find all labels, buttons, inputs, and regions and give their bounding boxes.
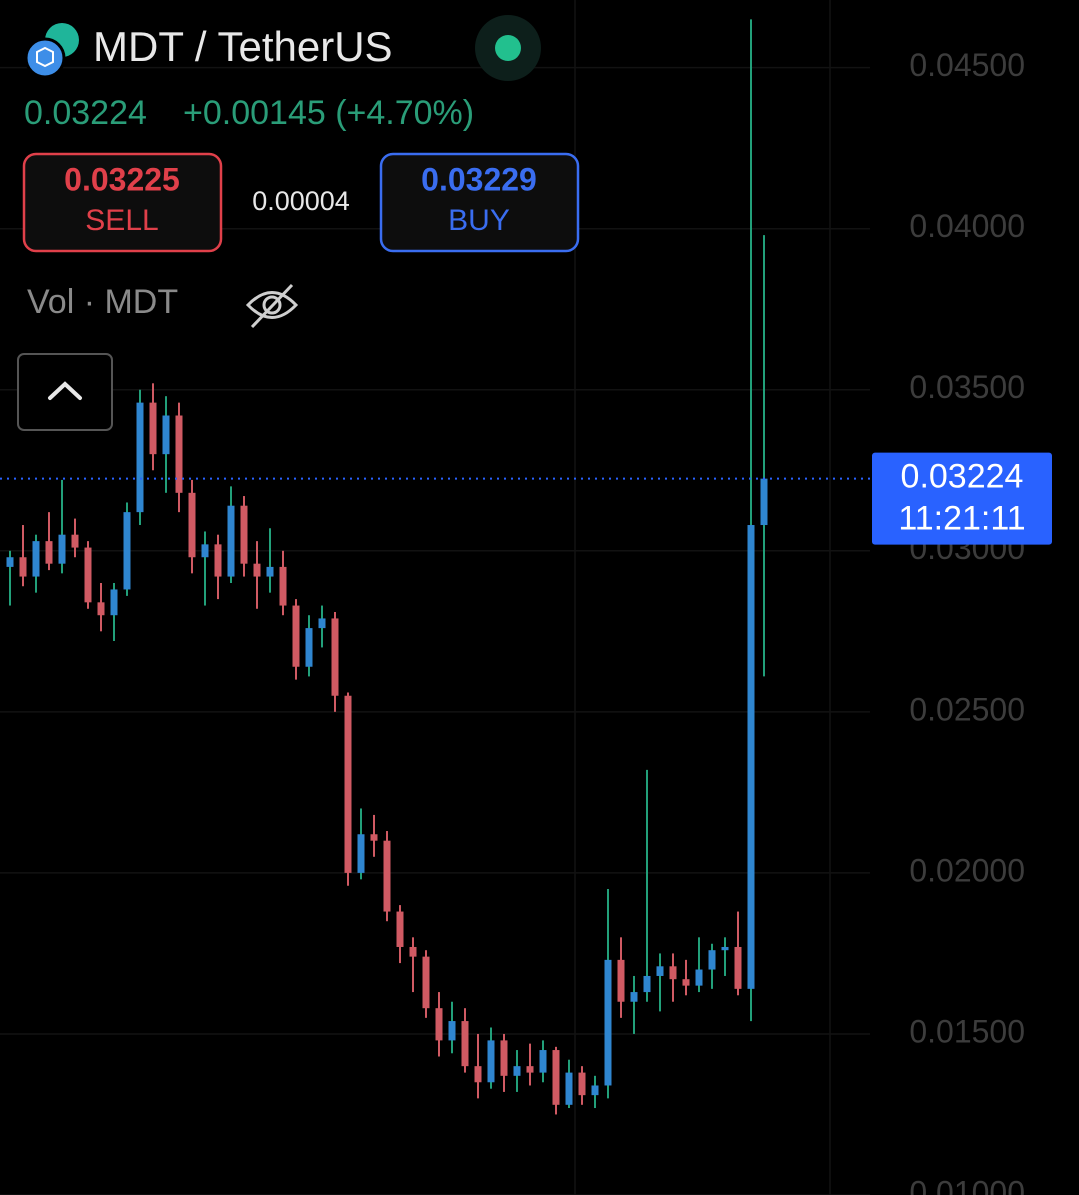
candle-body xyxy=(6,557,14,567)
candle-body xyxy=(526,1066,534,1073)
y-tick-label: 0.01500 xyxy=(909,1013,1025,1049)
overlay: 0.03224 11:21:11 xyxy=(0,452,1052,545)
price-change: +0.00145 (+4.70%) xyxy=(183,94,474,132)
y-tick-label: 0.02500 xyxy=(909,691,1025,727)
candle-body xyxy=(617,959,625,1002)
candle-body xyxy=(630,992,638,1002)
candle-body xyxy=(435,1008,443,1041)
hide-toggle[interactable] xyxy=(245,283,299,329)
candle-body xyxy=(84,547,92,603)
candle-body xyxy=(136,402,144,513)
sell-price: 0.03225 xyxy=(64,161,180,197)
candle-body xyxy=(604,959,612,1086)
candle-body xyxy=(201,544,209,558)
candle-body xyxy=(578,1072,586,1096)
candle-body xyxy=(409,946,417,957)
buy-button[interactable] xyxy=(379,152,580,253)
y-tick-label: 0.03500 xyxy=(909,369,1025,405)
candle-body xyxy=(71,534,79,548)
candle-body xyxy=(721,946,729,951)
base-logo-glyph xyxy=(36,46,54,68)
candle-body xyxy=(357,834,365,873)
candle-body xyxy=(565,1072,573,1105)
candle-body xyxy=(149,402,157,455)
y-tick-label: 0.04500 xyxy=(909,47,1025,83)
buy-price: 0.03229 xyxy=(421,161,537,197)
y-tick-label: 0.01000 xyxy=(909,1174,1025,1195)
candle-body xyxy=(123,512,131,590)
candle-body xyxy=(461,1021,469,1067)
y-tick-label: 0.04000 xyxy=(909,208,1025,244)
candle-body xyxy=(643,975,651,993)
base-logo xyxy=(24,37,66,79)
pair-title: MDT / TetherUS xyxy=(93,23,393,70)
candle-body xyxy=(747,525,755,989)
candle-body xyxy=(448,1021,456,1041)
spread: 0.00004 xyxy=(252,186,350,216)
candle-body xyxy=(279,566,287,606)
price-badge xyxy=(872,452,1052,545)
candle-body xyxy=(227,505,235,577)
y-axis: 0.010000.015000.020000.025000.030000.035… xyxy=(909,47,1025,1195)
status-dot xyxy=(495,35,521,61)
buy-label: BUY xyxy=(448,204,510,237)
candle-body xyxy=(513,1066,521,1076)
candle-body xyxy=(162,415,170,455)
candle-body xyxy=(682,979,690,986)
candle-body xyxy=(45,541,53,564)
candle-body xyxy=(214,544,222,577)
collapse-chevron xyxy=(48,381,82,400)
candle-body xyxy=(305,628,313,667)
collapse-button[interactable] xyxy=(17,353,113,431)
candle-body xyxy=(552,1050,560,1105)
candle-body xyxy=(175,415,183,493)
candle-body xyxy=(656,966,664,976)
candle-body xyxy=(110,589,118,616)
candle-body xyxy=(19,557,27,577)
candles xyxy=(6,19,768,1115)
candle-body xyxy=(539,1050,547,1073)
y-tick-label: 0.02000 xyxy=(909,852,1025,888)
candle-body xyxy=(383,840,391,912)
candle-body xyxy=(708,950,716,970)
candle-body xyxy=(669,966,677,980)
candle-body xyxy=(422,956,430,1009)
candle-body xyxy=(318,618,326,629)
volume-label: Vol · MDT xyxy=(27,283,178,321)
candle-body xyxy=(500,1040,508,1076)
candle-body xyxy=(58,534,66,564)
candle-body xyxy=(32,541,40,577)
candle-body xyxy=(240,505,248,564)
candle-body xyxy=(266,566,274,577)
candle-body xyxy=(734,946,742,989)
candle-body xyxy=(97,602,105,616)
candle-body xyxy=(253,563,261,577)
candle-body xyxy=(487,1040,495,1083)
price-badge-countdown: 11:21:11 xyxy=(898,500,1025,538)
candle-body xyxy=(695,969,703,986)
last-price: 0.03224 xyxy=(24,94,147,132)
sell-button[interactable] xyxy=(22,152,223,253)
candle-body xyxy=(474,1066,482,1083)
candle-body xyxy=(344,695,352,873)
sell-label: SELL xyxy=(85,204,158,237)
candle-body xyxy=(188,492,196,558)
candle-body xyxy=(396,911,404,947)
candle-body xyxy=(591,1085,599,1096)
candle-body xyxy=(292,605,300,667)
candle-body xyxy=(760,478,768,526)
price-badge-value: 0.03224 xyxy=(901,458,1024,496)
candle-body xyxy=(331,618,339,696)
candle-body xyxy=(370,834,378,841)
